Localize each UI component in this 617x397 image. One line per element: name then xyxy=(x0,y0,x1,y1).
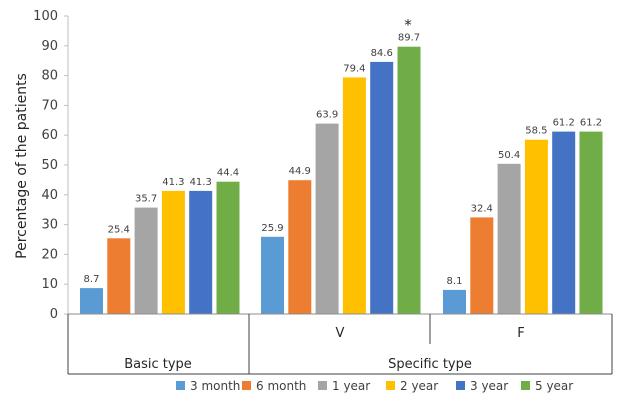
bar xyxy=(370,61,394,315)
category-label-v: V xyxy=(336,326,345,341)
data-label: 89.7 xyxy=(398,33,420,44)
bar xyxy=(579,131,603,314)
bar xyxy=(161,190,185,314)
bar xyxy=(261,236,284,314)
data-label: 8.7 xyxy=(84,274,100,285)
data-label: 84.6 xyxy=(371,48,393,59)
data-label: 61.2 xyxy=(553,118,575,129)
data-label: 41.3 xyxy=(190,177,212,188)
data-label: 25.4 xyxy=(108,224,130,235)
y-tick-label: 100 xyxy=(33,9,58,24)
y-tick-label: 80 xyxy=(41,69,58,84)
legend-swatch xyxy=(521,381,530,390)
data-label: 61.2 xyxy=(580,118,602,129)
category-label-f: F xyxy=(517,326,524,341)
data-label: 41.3 xyxy=(162,177,184,188)
legend-label: 6 month xyxy=(256,379,306,393)
data-labels: 8.7 25.4 35.7 41.3 41.3 44.4 25.9 44.9 63.9 79.4 8… xyxy=(84,33,603,287)
legend-label: 1 year xyxy=(332,379,370,393)
bar xyxy=(470,217,494,314)
bar xyxy=(397,46,421,314)
legend-swatch xyxy=(242,381,251,390)
y-tick-label: 30 xyxy=(41,218,58,233)
y-tick-label: 50 xyxy=(41,158,58,173)
significance-annotation: * xyxy=(404,16,412,34)
data-label: 32.4 xyxy=(471,203,493,214)
bar xyxy=(134,207,158,314)
y-tick-label: 10 xyxy=(41,277,58,292)
y-tick-label: 90 xyxy=(41,39,58,54)
data-label: 25.9 xyxy=(261,223,283,234)
bar xyxy=(288,180,312,314)
y-axis-ticks: 0 10 20 30 40 50 60 70 80 90 100 xyxy=(33,9,68,322)
bar xyxy=(315,123,339,314)
legend-swatch xyxy=(176,381,185,390)
data-label: 35.7 xyxy=(135,194,157,205)
group-label-specific: Specific type xyxy=(388,357,472,372)
category-axis: Basic type V F Specific type xyxy=(67,313,613,375)
y-axis-label: Percentage of the patients xyxy=(14,73,30,259)
bar xyxy=(443,289,466,314)
legend-swatch xyxy=(318,381,327,390)
y-tick-label: 0 xyxy=(50,307,58,322)
data-label: 50.4 xyxy=(498,150,520,161)
bars xyxy=(80,46,603,315)
bar xyxy=(216,181,240,314)
legend-label: 5 year xyxy=(535,379,573,393)
category-label-basic: Basic type xyxy=(124,357,192,372)
data-label: 58.5 xyxy=(525,126,547,137)
y-tick-label: 40 xyxy=(41,188,58,203)
y-tick-label: 70 xyxy=(41,98,58,113)
bar xyxy=(524,139,548,314)
data-label: 44.9 xyxy=(289,166,311,177)
bar xyxy=(497,163,521,314)
legend-swatch xyxy=(386,381,395,390)
legend-swatch xyxy=(456,381,465,390)
y-tick-label: 20 xyxy=(41,247,58,262)
legend-label: 2 year xyxy=(400,379,438,393)
bar xyxy=(107,238,131,314)
y-tick-label: 60 xyxy=(41,128,58,143)
bar xyxy=(342,77,366,315)
data-label: 63.9 xyxy=(316,110,338,121)
bar xyxy=(189,190,213,314)
legend: 3 month 6 month 1 year 2 year 3 year 5 year xyxy=(176,379,573,393)
bar xyxy=(552,131,576,314)
bar xyxy=(80,288,103,314)
legend-label: 3 month xyxy=(190,379,240,393)
data-label: 8.1 xyxy=(447,276,463,287)
legend-label: 3 year xyxy=(470,379,508,393)
data-label: 44.4 xyxy=(217,168,239,179)
data-label: 79.4 xyxy=(343,63,365,74)
